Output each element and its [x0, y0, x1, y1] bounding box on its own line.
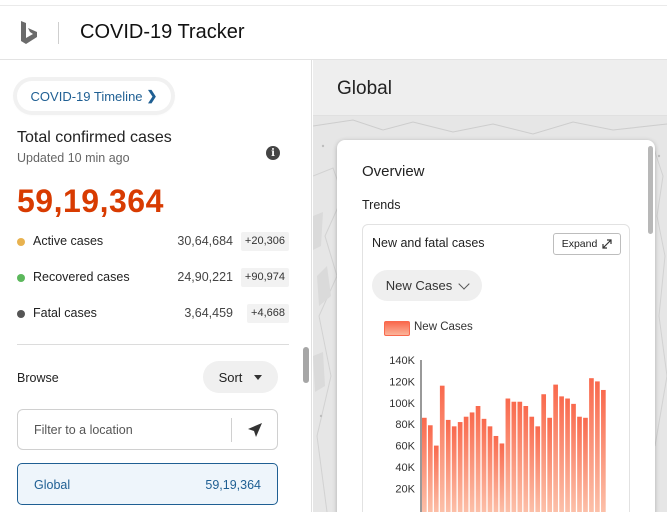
- new-cases-bar-chart: 140K 120K 100K 80K 60K 40K 20K: [389, 355, 606, 512]
- recovered-dot-icon: [17, 274, 25, 282]
- covid-timeline-button[interactable]: COVID-19 Timeline ❯: [17, 81, 171, 111]
- chart-bar[interactable]: [422, 417, 427, 512]
- y-tick-label: 140K: [389, 355, 415, 367]
- series-dropdown[interactable]: New Cases: [372, 270, 482, 301]
- trend-chart-card: New and fatal cases Expand New Cases New…: [362, 224, 630, 512]
- location-row-global[interactable]: Global 59,19,364: [17, 463, 278, 505]
- stat-label: Active cases: [33, 234, 104, 248]
- chart-bar[interactable]: [427, 425, 433, 512]
- y-tick-label: 100K: [389, 398, 415, 410]
- total-confirmed-title: Total confirmed cases: [17, 129, 172, 146]
- chart-bar[interactable]: [475, 406, 481, 512]
- chart-bar[interactable]: [511, 401, 517, 512]
- stat-row-recovered: Recovered cases 24,90,221 +90,974: [17, 268, 289, 288]
- location-filter: [17, 409, 278, 450]
- expand-diagonal-icon: [602, 239, 612, 249]
- sort-label: Sort: [218, 369, 243, 385]
- filter-divider: [231, 418, 232, 442]
- locate-me-button[interactable]: [242, 418, 268, 442]
- app-title: COVID-19 Tracker: [80, 21, 245, 43]
- chevron-down-icon: [458, 277, 470, 290]
- y-tick-label: 20K: [395, 483, 415, 495]
- stat-value: 24,90,221: [177, 270, 233, 284]
- bing-logo-icon[interactable]: [18, 20, 40, 46]
- stat-value: 3,64,459: [184, 306, 233, 320]
- stat-label: Fatal cases: [33, 306, 97, 320]
- chevron-right-icon: ❯: [146, 88, 158, 103]
- location-arrow-icon: [248, 423, 262, 437]
- app-header: COVID-19 Tracker: [0, 6, 667, 60]
- right-scrollbar[interactable]: [648, 146, 653, 234]
- y-tick-label: 80K: [395, 419, 415, 431]
- y-tick-label: 120K: [389, 376, 415, 388]
- chart-bar[interactable]: [433, 445, 439, 512]
- chart-bar[interactable]: [481, 418, 487, 512]
- fatal-dot-icon: [17, 310, 25, 318]
- left-panel: COVID-19 Timeline ❯ Total confirmed case…: [0, 60, 312, 512]
- y-tick-label: 40K: [395, 462, 415, 474]
- info-icon[interactable]: i: [266, 146, 280, 160]
- chart-bar[interactable]: [457, 422, 463, 512]
- overview-heading: Overview: [362, 163, 425, 180]
- chart-bar[interactable]: [547, 417, 552, 512]
- active-dot-icon: [17, 238, 25, 246]
- chart-bar[interactable]: [595, 381, 600, 512]
- covid-timeline-label: COVID-19 Timeline: [30, 88, 143, 104]
- chart-bar[interactable]: [439, 385, 445, 512]
- chart-bar[interactable]: [535, 426, 541, 512]
- location-filter-input[interactable]: [19, 411, 229, 448]
- stat-row-fatal: Fatal cases 3,64,459 +4,668: [17, 304, 289, 324]
- chart-bar[interactable]: [445, 419, 451, 512]
- chart-bar[interactable]: [553, 384, 558, 512]
- top-strip: [0, 0, 667, 6]
- location-count: 59,19,364: [205, 478, 261, 492]
- stat-delta-badge: +20,306: [240, 232, 289, 251]
- stat-delta-badge: +4,668: [247, 304, 289, 323]
- chart-bar[interactable]: [469, 412, 475, 512]
- browse-label: Browse: [17, 371, 59, 385]
- stat-label: Recovered cases: [33, 270, 130, 284]
- section-divider: [17, 344, 289, 345]
- chart-bar[interactable]: [583, 417, 588, 512]
- legend-swatch-new-cases: [384, 321, 410, 336]
- chart-bar[interactable]: [559, 396, 564, 512]
- stat-value: 30,64,684: [177, 234, 233, 248]
- chart-bar[interactable]: [577, 416, 582, 512]
- overview-card: Overview Trends New and fatal cases Expa…: [337, 140, 655, 512]
- series-dropdown-label: New Cases: [385, 278, 453, 293]
- chart-bar[interactable]: [517, 401, 523, 512]
- expand-label: Expand: [561, 238, 598, 250]
- chart-bar[interactable]: [487, 426, 493, 512]
- header-divider: [58, 22, 59, 44]
- chart-bar[interactable]: [451, 426, 457, 512]
- chart-bar[interactable]: [541, 394, 547, 512]
- chart-card-title: New and fatal cases: [372, 236, 485, 250]
- trends-subheading: Trends: [362, 198, 401, 212]
- chart-bar[interactable]: [499, 443, 505, 512]
- location-name: Global: [34, 478, 71, 492]
- stat-row-active: Active cases 30,64,684 +20,306: [17, 232, 289, 252]
- chart-bar[interactable]: [463, 416, 469, 512]
- updated-timestamp: Updated 10 min ago: [17, 151, 130, 165]
- y-tick-label: 60K: [395, 441, 415, 453]
- chart-bar[interactable]: [505, 398, 511, 512]
- legend-label-new-cases: New Cases: [414, 321, 473, 333]
- caret-down-icon: [254, 374, 263, 380]
- chart-bar[interactable]: [571, 403, 576, 512]
- region-title: Global: [337, 78, 392, 99]
- left-scrollbar[interactable]: [303, 347, 309, 383]
- region-header: Global: [313, 60, 667, 116]
- total-confirmed-value: 59,19,364: [17, 183, 164, 219]
- sort-dropdown[interactable]: Sort: [203, 361, 278, 393]
- stat-delta-badge: +90,974: [240, 268, 289, 287]
- chart-bar[interactable]: [601, 389, 606, 512]
- expand-button[interactable]: Expand: [553, 233, 621, 255]
- chart-bar[interactable]: [493, 435, 499, 512]
- right-panel: Global Overview Trends New and fatal cas…: [313, 60, 667, 512]
- chart-bar[interactable]: [589, 378, 594, 512]
- chart-bar[interactable]: [523, 406, 529, 512]
- chart-bar[interactable]: [529, 416, 535, 512]
- chart-bar[interactable]: [565, 398, 570, 512]
